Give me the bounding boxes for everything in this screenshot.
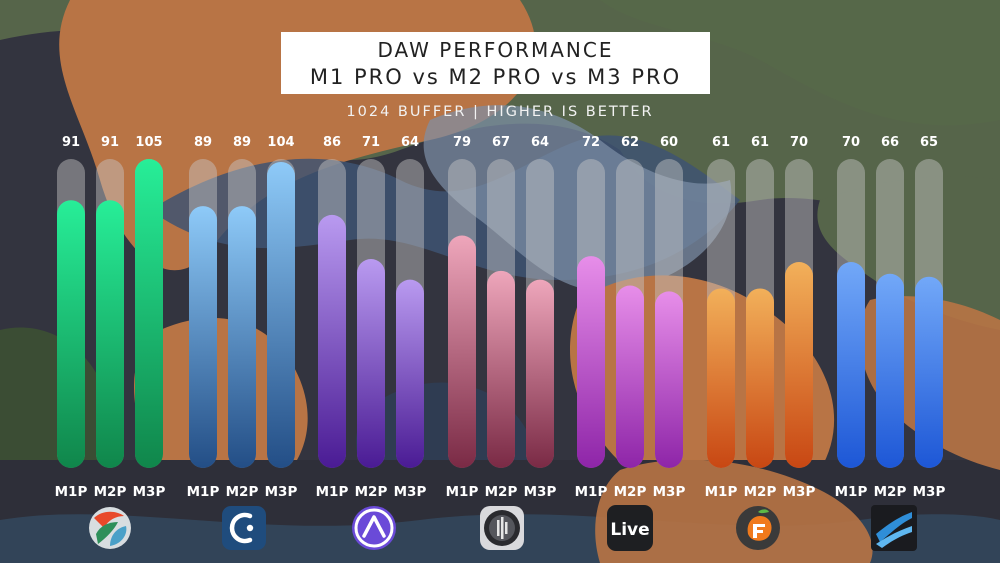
value-label: 70	[842, 135, 860, 150]
bar-ableton-live-logo-m3p	[655, 291, 683, 468]
chart-subtitle: 1024 BUFFER | HIGHER IS BETTER	[346, 104, 654, 120]
value-label: 91	[62, 135, 80, 150]
bar-reaper-logo-m1p	[57, 200, 85, 468]
bar-studio-one-logo-m1p	[837, 262, 865, 468]
bar-studio-one-logo-m3p	[915, 276, 943, 468]
chart-title-line-2: M1 PRO vs M2 PRO vs M3 PRO	[309, 65, 682, 89]
bar-pro-tools-logo-m2p	[357, 259, 385, 468]
bar-logic-pro-logo-m2p	[487, 270, 515, 468]
bar-ableton-live-logo-m1p	[577, 256, 605, 468]
value-label: 91	[101, 135, 119, 150]
bar-logic-pro-logo-m1p	[448, 235, 476, 468]
value-label: 104	[267, 135, 294, 150]
category-label: M3P	[524, 484, 557, 500]
chart-title-box: DAW PERFORMANCE M1 PRO vs M2 PRO vs M3 P…	[281, 32, 710, 94]
bar-ableton-live-logo-m2p	[616, 285, 644, 468]
value-label: 89	[233, 135, 251, 150]
category-label: M1P	[835, 484, 868, 500]
value-label: 105	[135, 135, 162, 150]
value-label: 71	[362, 135, 380, 150]
category-label: M1P	[575, 484, 608, 500]
bar-fl-studio-logo-m2p	[746, 288, 774, 468]
ableton-live-logo-text: Live	[610, 520, 649, 540]
category-label: M3P	[783, 484, 816, 500]
category-label: M1P	[187, 484, 220, 500]
value-label: 66	[881, 135, 899, 150]
category-label: M2P	[874, 484, 907, 500]
value-label: 86	[323, 135, 341, 150]
bar-reaper-logo-m2p	[96, 200, 124, 468]
pro-tools-logo	[352, 506, 396, 550]
category-label: M3P	[394, 484, 427, 500]
value-label: 67	[492, 135, 510, 150]
bar-pro-tools-logo-m1p	[318, 214, 346, 468]
reaper-logo	[89, 507, 131, 549]
cubase-logo	[222, 506, 266, 550]
category-label: M1P	[705, 484, 738, 500]
chart-title-line-1: DAW PERFORMANCE	[377, 38, 614, 62]
value-label: 65	[920, 135, 938, 150]
bar-pro-tools-logo-m3p	[396, 279, 424, 468]
bar-cubase-logo-m3p	[267, 161, 295, 468]
value-label: 64	[401, 135, 419, 150]
fl-studio-logo	[736, 506, 780, 550]
bar-reaper-logo-m3p	[135, 159, 163, 468]
bar-fl-studio-logo-m1p	[707, 288, 735, 468]
category-label: M3P	[133, 484, 166, 500]
bar-logic-pro-logo-m3p	[526, 279, 554, 468]
category-label: M3P	[265, 484, 298, 500]
bar-fl-studio-logo-m3p	[785, 262, 813, 468]
category-label: M2P	[744, 484, 777, 500]
category-label: M2P	[226, 484, 259, 500]
category-label: M2P	[614, 484, 647, 500]
category-label: M3P	[653, 484, 686, 500]
category-label: M1P	[55, 484, 88, 500]
value-label: 72	[582, 135, 600, 150]
bar-studio-one-logo-m2p	[876, 273, 904, 468]
bar-cubase-logo-m2p	[228, 206, 256, 469]
value-label: 89	[194, 135, 212, 150]
bar-cubase-logo-m1p	[189, 206, 217, 469]
category-label: M2P	[355, 484, 388, 500]
category-label: M1P	[316, 484, 349, 500]
value-label: 64	[531, 135, 549, 150]
ableton-live-logo: Live	[607, 505, 653, 551]
category-label: M2P	[485, 484, 518, 500]
category-label: M1P	[446, 484, 479, 500]
value-label: 61	[751, 135, 769, 150]
category-label: M3P	[913, 484, 946, 500]
value-label: 70	[790, 135, 808, 150]
logic-pro-logo	[480, 506, 524, 550]
value-label: 62	[621, 135, 639, 150]
value-label: 79	[453, 135, 471, 150]
category-label: M2P	[94, 484, 127, 500]
value-label: 61	[712, 135, 730, 150]
studio-one-logo	[871, 505, 917, 551]
value-label: 60	[660, 135, 678, 150]
